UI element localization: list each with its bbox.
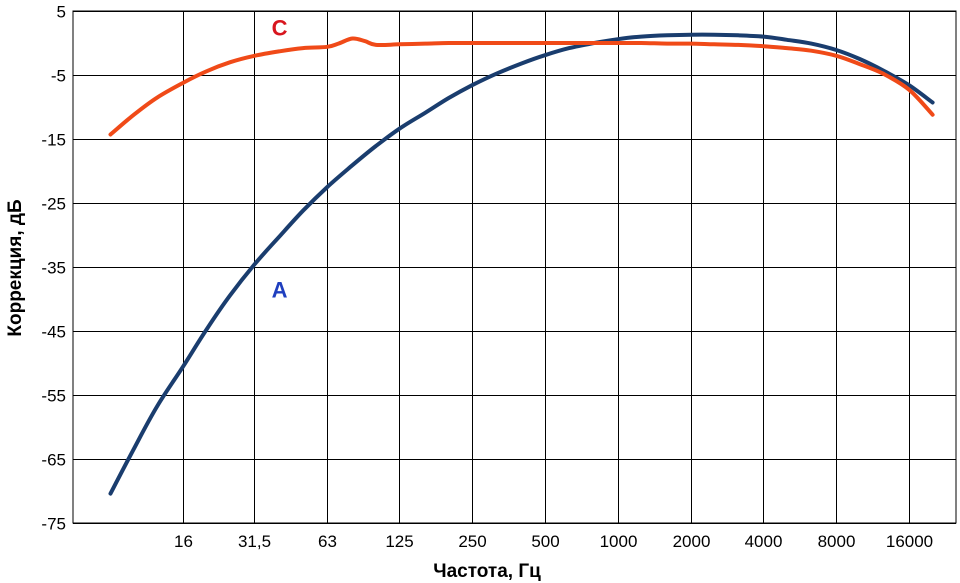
x-tick-label: 500 xyxy=(531,532,559,551)
series-lines xyxy=(108,32,935,496)
y-tick-label: -55 xyxy=(41,387,66,406)
x-tick-label: 125 xyxy=(385,532,413,551)
x-tick-label: 31,5 xyxy=(238,532,271,551)
x-tick-label: 250 xyxy=(458,532,486,551)
y-tick-label: -15 xyxy=(41,131,66,150)
y-tick-label: -35 xyxy=(41,259,66,278)
series-line-a xyxy=(108,32,935,496)
series-line-c xyxy=(108,36,935,137)
series-label-a: A xyxy=(272,278,288,303)
x-tick-label: 8000 xyxy=(818,532,856,551)
y-tick-label: -5 xyxy=(51,67,66,86)
tick-labels: 16 31,5 63 125 250 500 1000 2000 4000 8000 16000 5 -… xyxy=(41,3,933,552)
series-labels: AC xyxy=(272,15,288,302)
x-tick-label: 16 xyxy=(174,532,193,551)
x-tick-label: 1000 xyxy=(600,532,638,551)
x-tick-label: 4000 xyxy=(745,532,783,551)
x-tick-label: 2000 xyxy=(673,532,711,551)
x-axis-title: Частота, Гц xyxy=(433,561,541,582)
y-tick-label: -65 xyxy=(41,451,66,470)
grid xyxy=(72,10,957,524)
series-label-c: C xyxy=(272,15,288,40)
y-tick-label: -45 xyxy=(41,323,66,342)
x-tick-label: 16000 xyxy=(886,532,933,551)
y-axis-title: Коррекция, дБ xyxy=(5,199,26,336)
x-tick-label: 63 xyxy=(318,532,337,551)
y-tick-label: -75 xyxy=(41,515,66,534)
y-tick-label: -25 xyxy=(41,195,66,214)
y-tick-label: 5 xyxy=(57,3,66,22)
